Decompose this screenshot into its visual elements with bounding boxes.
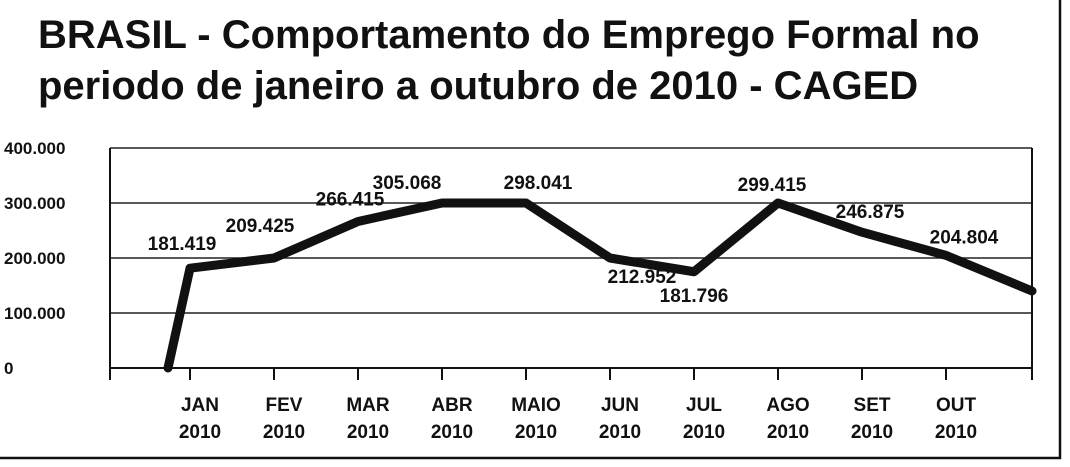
x-tick-label-month: ABR bbox=[431, 395, 472, 416]
x-tick-label-month: MAIO bbox=[511, 395, 561, 416]
chart-title-line-2: periodo de janeiro a outubro de 2010 - C… bbox=[38, 64, 919, 108]
x-tick-label-month: JUL bbox=[686, 395, 722, 416]
x-tick-label-year: 2010 bbox=[683, 422, 725, 443]
data-label: 212.952 bbox=[608, 267, 677, 288]
chart-title: BRASIL - Comportamento do Emprego Formal… bbox=[38, 10, 1038, 112]
x-tick-label-month: OUT bbox=[936, 395, 977, 416]
x-tick-label-month: MAR bbox=[346, 395, 390, 416]
x-tick-label-month: JAN bbox=[181, 395, 219, 416]
data-label: 299.415 bbox=[738, 175, 807, 196]
x-tick-label-year: 2010 bbox=[347, 422, 389, 443]
x-tick-label-year: 2010 bbox=[851, 422, 893, 443]
y-tick-label: 100.000 bbox=[4, 304, 65, 323]
data-label: 266.415 bbox=[316, 189, 385, 210]
y-tick-label: 0 bbox=[4, 359, 13, 378]
data-label: 209.425 bbox=[226, 216, 295, 237]
x-tick-label-year: 2010 bbox=[515, 422, 557, 443]
y-tick-label: 200.000 bbox=[4, 249, 65, 268]
data-label: 181.796 bbox=[660, 286, 729, 307]
series-line bbox=[163, 198, 1037, 373]
x-tick-label-year: 2010 bbox=[599, 422, 641, 443]
page-border bbox=[0, 0, 1062, 460]
x-tick-label-year: 2010 bbox=[767, 422, 809, 443]
data-label: 305.068 bbox=[373, 173, 442, 194]
x-tick-label-year: 2010 bbox=[935, 422, 977, 443]
data-label: 298.041 bbox=[504, 173, 573, 194]
x-tick-label-month: AGO bbox=[766, 395, 809, 416]
x-tick-label-year: 2010 bbox=[263, 422, 305, 443]
y-tick-label: 400.000 bbox=[4, 139, 65, 158]
data-label: 181.419 bbox=[148, 234, 217, 255]
data-label: 246.875 bbox=[836, 202, 905, 223]
x-tick-label-year: 2010 bbox=[431, 422, 473, 443]
data-label: 204.804 bbox=[930, 227, 999, 248]
x-tick-label-month: FEV bbox=[266, 395, 303, 416]
chart-title-line-1: BRASIL - Comportamento do Emprego Formal… bbox=[38, 13, 980, 57]
x-tick-label-month: SET bbox=[854, 395, 891, 416]
x-tick-label-month: JUN bbox=[601, 395, 639, 416]
y-tick-label: 300.000 bbox=[4, 194, 65, 213]
x-tick-label-year: 2010 bbox=[179, 422, 221, 443]
